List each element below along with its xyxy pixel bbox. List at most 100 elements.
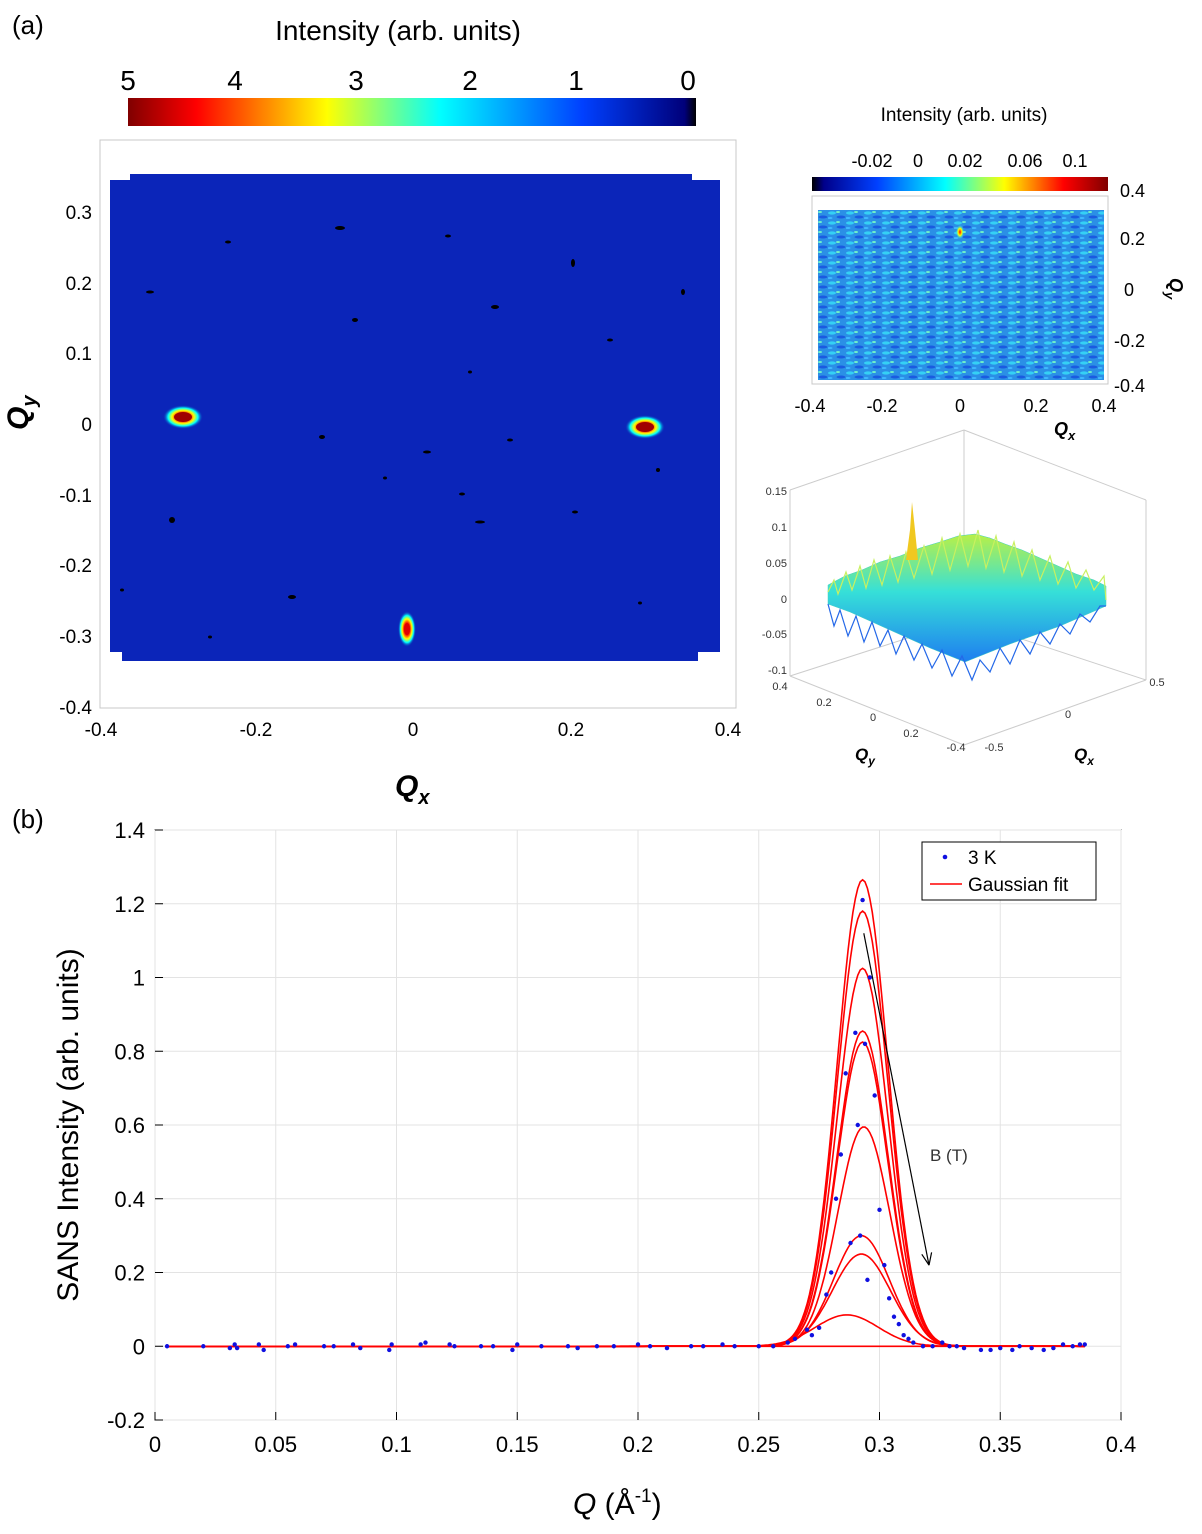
- sans-x-ticks: 0 0.05 0.1 0.15 0.2 0.25 0.3 0.35 0.4: [149, 1412, 1136, 1457]
- x-tick-label: 0.1: [381, 1432, 412, 1457]
- data-point: [1041, 1347, 1046, 1353]
- data-point: [930, 1344, 935, 1349]
- x-tick-label: 0.05: [254, 1432, 297, 1457]
- main-colorbar-tick: 1: [568, 65, 584, 96]
- inset-colorbar-ticks: -0.02 0 0.02 0.06 0.1: [851, 151, 1087, 171]
- data-point: [1029, 1345, 1034, 1351]
- main-x-axis-label: Qx: [395, 770, 430, 809]
- inset-x-tick: 0.2: [1023, 396, 1048, 416]
- sans-plot: 0 0.05 0.1 0.15 0.2 0.25 0.3 0.35 0.4 -0.200.20.…: [52, 818, 1136, 1521]
- inset-colorbar-tick: 0.02: [947, 151, 982, 171]
- data-point: [891, 1314, 897, 1319]
- inset-y-tick: 0: [1124, 280, 1134, 300]
- field-annotation: B (T): [930, 1146, 968, 1165]
- data-point: [232, 1342, 237, 1347]
- data-point: [285, 1344, 291, 1349]
- main-colorbar-title: Intensity (arb. units): [275, 15, 521, 46]
- main-x-tick: -0.4: [85, 720, 118, 741]
- data-point: [490, 1344, 496, 1349]
- inset-heatmap: Intensity (arb. units) -0.02 0 0.02 0.06…: [794, 105, 1186, 443]
- legend-label-3k: 3 K: [968, 848, 997, 869]
- y-tick-label: 0.8: [114, 1039, 145, 1064]
- legend-box: [921, 841, 1097, 901]
- y-tick-label: 0.6: [114, 1113, 145, 1138]
- y-tick-label: 0.2: [114, 1261, 145, 1286]
- data-point: [227, 1345, 233, 1351]
- data-point: [882, 1262, 887, 1268]
- data-point: [688, 1344, 694, 1349]
- x-tick-label: 0.15: [496, 1432, 539, 1457]
- data-point: [594, 1344, 600, 1349]
- main-colorbar-tick: 0: [680, 65, 696, 96]
- main-y-tick: -0.4: [59, 698, 92, 719]
- panel-label-a: (a): [12, 10, 44, 40]
- data-point: [860, 897, 865, 903]
- x-tick-label: 0.35: [979, 1432, 1022, 1457]
- data-point: [865, 1277, 870, 1283]
- main-y-ticks: 0.3 0.2 0.1 0 -0.1 -0.2 -0.3 -0.4: [59, 203, 92, 719]
- data-point: [256, 1342, 262, 1347]
- surface-spikes: [827, 529, 1107, 601]
- surface-underside-spikes: [827, 603, 1106, 682]
- main-x-tick: 0: [408, 720, 419, 741]
- main-x-ticks: -0.4 -0.2 0 0.2 0.4: [85, 720, 742, 741]
- main-x-tick: 0.4: [715, 720, 742, 741]
- data-point: [877, 1207, 882, 1213]
- dead-pixels: [120, 226, 685, 639]
- inset-x-tick: 0.4: [1091, 396, 1116, 416]
- data-point: [1051, 1345, 1056, 1351]
- data-point: [418, 1342, 423, 1347]
- data-point: [331, 1344, 336, 1349]
- x-tick-label: 0: [149, 1432, 161, 1457]
- data-point: [539, 1344, 544, 1349]
- surface-qx-label: Qx: [1074, 745, 1095, 768]
- data-point: [771, 1344, 776, 1349]
- data-point: [872, 1093, 877, 1098]
- data-point: [954, 1344, 959, 1349]
- sans-x-label-unit: (Å: [596, 1488, 634, 1521]
- surface-qx-tick: -0.5: [985, 742, 1004, 754]
- data-point: [855, 1122, 860, 1128]
- data-point: [261, 1347, 266, 1353]
- data-point: [998, 1345, 1003, 1351]
- main-y-tick: 0: [81, 415, 92, 436]
- data-point: [1077, 1342, 1083, 1347]
- surface-z-tick: 0.05: [766, 558, 787, 570]
- y-tick-label: 1.2: [114, 892, 145, 917]
- sans-x-label-sup: -1: [635, 1486, 652, 1507]
- data-point: [423, 1340, 428, 1345]
- panel-label-b: (b): [12, 804, 44, 834]
- y-tick-label: -0.2: [107, 1408, 145, 1433]
- data-point: [896, 1321, 902, 1327]
- bragg-peak-right: [625, 415, 665, 439]
- data-point: [565, 1344, 571, 1349]
- inset-x-axis-label: Qx: [1054, 419, 1076, 443]
- surface-body: [827, 533, 1107, 663]
- inset-y-tick: -0.2: [1114, 331, 1145, 351]
- arrow-head: [921, 1252, 933, 1266]
- data-point: [867, 975, 873, 980]
- data-point: [833, 1196, 839, 1201]
- inset-colorbar-tick: 0: [913, 151, 923, 171]
- surface-z-tick: 0.15: [766, 486, 787, 498]
- surface-plot: 0.15 0.1 0.05 0 -0.05 -0.1 0.4 0.2 0 0.2…: [762, 429, 1165, 768]
- data-point: [756, 1344, 761, 1349]
- data-point: [906, 1336, 911, 1342]
- main-colorbar-tick: 5: [120, 65, 136, 96]
- sans-data-points: [164, 897, 1087, 1353]
- main-y-axis-label: Qy: [2, 395, 41, 430]
- inset-y-tick: 0.2: [1120, 229, 1145, 249]
- main-y-tick: -0.1: [59, 486, 92, 507]
- data-point: [792, 1336, 798, 1342]
- main-y-tick: 0.3: [66, 203, 92, 224]
- data-point: [478, 1344, 484, 1349]
- data-point: [862, 1041, 868, 1047]
- data-point: [292, 1342, 298, 1347]
- data-point: [234, 1345, 240, 1351]
- data-point: [848, 1240, 853, 1246]
- data-point: [988, 1347, 993, 1353]
- data-point: [843, 1071, 848, 1076]
- surface-z-tick: 0: [781, 594, 787, 606]
- data-point: [947, 1344, 952, 1349]
- main-y-tick: -0.3: [59, 627, 92, 648]
